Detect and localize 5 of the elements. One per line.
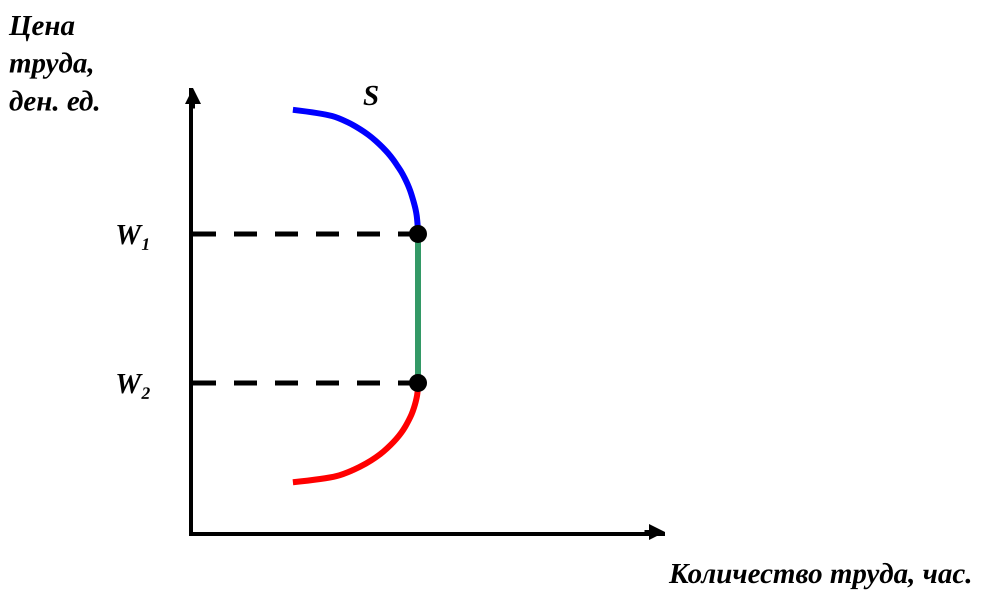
y-axis-title: Цена труда, ден. ед. xyxy=(8,10,101,118)
y-tick-label: W₂ xyxy=(115,368,152,400)
y-tick-label: W₁ xyxy=(115,219,152,252)
text: Количество труда, час. xyxy=(668,558,973,590)
series-label: S xyxy=(363,80,380,112)
